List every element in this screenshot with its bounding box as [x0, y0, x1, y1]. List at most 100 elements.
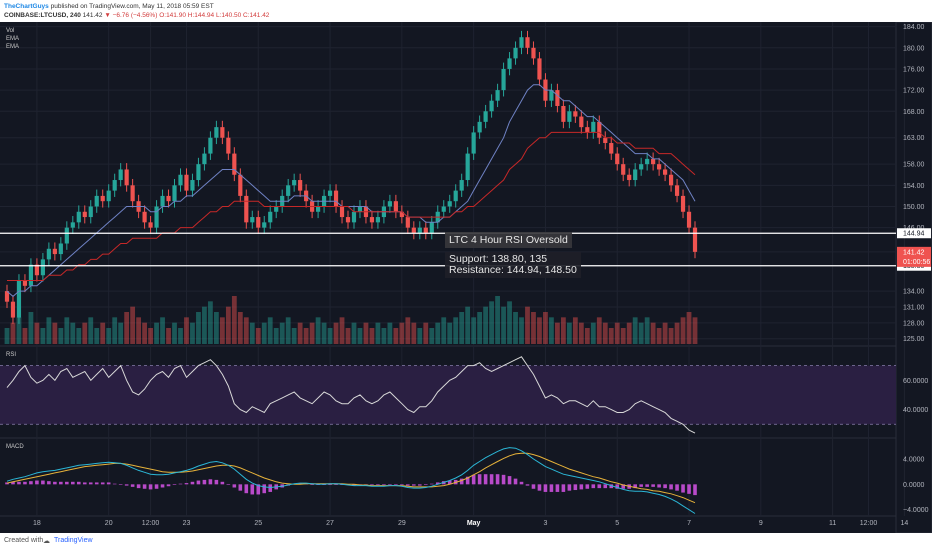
volume-bar — [393, 328, 399, 344]
price-tick-label: 134.00 — [903, 289, 925, 296]
macd-histogram-bar — [663, 484, 667, 489]
candle-body — [10, 301, 16, 318]
volume-bar — [225, 306, 231, 344]
macd-histogram-bar — [166, 484, 171, 487]
candle-body — [298, 180, 303, 191]
volume-bar — [423, 322, 429, 344]
candle-body — [4, 291, 10, 302]
volume-bar — [315, 317, 321, 344]
candle-body — [674, 185, 680, 196]
macd-histogram-bar — [154, 484, 159, 489]
volume-bar — [327, 328, 333, 344]
candle-body — [369, 217, 375, 223]
volume-bar — [243, 317, 249, 344]
volume-bar — [537, 317, 542, 344]
macd-histogram-bar — [35, 480, 39, 485]
candle-body — [22, 280, 28, 286]
candle-body — [633, 169, 638, 181]
annotation-title[interactable]: LTC 4 Hour RSI Oversold — [445, 232, 572, 248]
candle-body — [333, 190, 339, 207]
volume-bar — [614, 322, 620, 344]
candle-body — [375, 217, 381, 223]
volume-bar — [632, 317, 638, 344]
macd-histogram-bar — [567, 484, 572, 491]
volume-bar — [309, 322, 315, 344]
macd-histogram-bar — [106, 482, 111, 485]
macd-tick-label: 0.0000 — [903, 482, 925, 489]
candle-body — [561, 105, 566, 122]
candle-body — [16, 280, 22, 318]
macd-histogram-bar — [615, 484, 620, 489]
volume-bar — [680, 317, 686, 344]
volume-bar — [596, 317, 602, 344]
volume-bar — [608, 328, 614, 344]
macd-histogram-bar — [657, 484, 661, 488]
macd-histogram-bar — [11, 481, 15, 485]
footer-created: Created with — [4, 537, 44, 544]
macd-histogram-bar — [130, 484, 135, 487]
volume-bar — [190, 322, 195, 344]
volume-bar — [543, 312, 548, 344]
candle-body — [429, 222, 434, 233]
candle-body — [573, 111, 578, 117]
macd-histogram-bar — [459, 478, 464, 485]
time-tick-label: 12:00 — [142, 520, 160, 527]
macd-histogram-bar — [220, 481, 225, 485]
volume-bar — [644, 317, 650, 344]
volume-bar — [566, 322, 572, 344]
annotation-levels[interactable]: Support: 138.80, 135 Resistance: 144.94,… — [445, 252, 581, 278]
candle-body — [387, 201, 392, 207]
level-label-box — [897, 228, 931, 239]
candle-body — [226, 137, 231, 154]
macd-histogram-bar — [23, 481, 27, 485]
footer-brand[interactable]: TradingView — [54, 537, 93, 544]
macd-histogram-bar — [244, 484, 249, 494]
rsi-tick-label: 40.0000 — [903, 407, 928, 414]
candle-body — [64, 227, 69, 244]
price-tick-label: 184.00 — [903, 24, 925, 31]
macd-histogram-bar — [525, 484, 530, 486]
candle-body — [214, 127, 219, 138]
candle-body — [657, 164, 662, 170]
candle-body — [399, 211, 404, 218]
time-tick-label: 20 — [105, 520, 113, 527]
candle-body — [692, 227, 698, 252]
publisher-name[interactable]: TheChartGuys — [4, 3, 49, 10]
volume-bar — [40, 328, 46, 344]
candle-body — [58, 243, 63, 255]
candle-body — [489, 100, 494, 112]
time-tick-label: 23 — [183, 520, 191, 527]
macd-histogram-bar — [561, 484, 566, 492]
candle-body — [268, 211, 273, 223]
macd-histogram-bar — [645, 484, 649, 487]
macd-histogram-bar — [382, 484, 386, 485]
macd-histogram-bar — [310, 484, 314, 485]
macd-histogram-bar — [418, 484, 422, 486]
volume-bar — [369, 328, 375, 344]
volume-bar — [507, 301, 512, 344]
candle-body — [256, 217, 261, 228]
volume-bar — [351, 322, 357, 344]
volume-bar — [345, 328, 351, 344]
macd-histogram-bar — [400, 484, 404, 485]
macd-tick-label: 4.0000 — [903, 457, 925, 464]
legend-macd: MACD — [6, 444, 24, 450]
volume-bar — [160, 317, 165, 344]
volume-bar — [620, 328, 626, 344]
candle-body — [34, 264, 39, 276]
macd-histogram-bar — [537, 484, 542, 491]
volume-bar — [584, 328, 590, 344]
price-chart[interactable]: 125.00128.00131.00134.00138.80141.42144.… — [0, 22, 932, 533]
volume-bar — [363, 322, 369, 344]
macd-histogram-bar — [501, 474, 506, 485]
volume-bar — [357, 328, 363, 344]
candle-body — [208, 137, 213, 154]
volume-bar — [501, 306, 506, 344]
last-price-label: 141.42 — [82, 12, 103, 19]
volume-bar — [602, 322, 608, 344]
macd-histogram-bar — [262, 484, 267, 494]
macd-line — [6, 447, 696, 514]
volume-bar — [560, 317, 566, 344]
candle-body — [202, 153, 207, 165]
candle-body — [405, 217, 410, 228]
